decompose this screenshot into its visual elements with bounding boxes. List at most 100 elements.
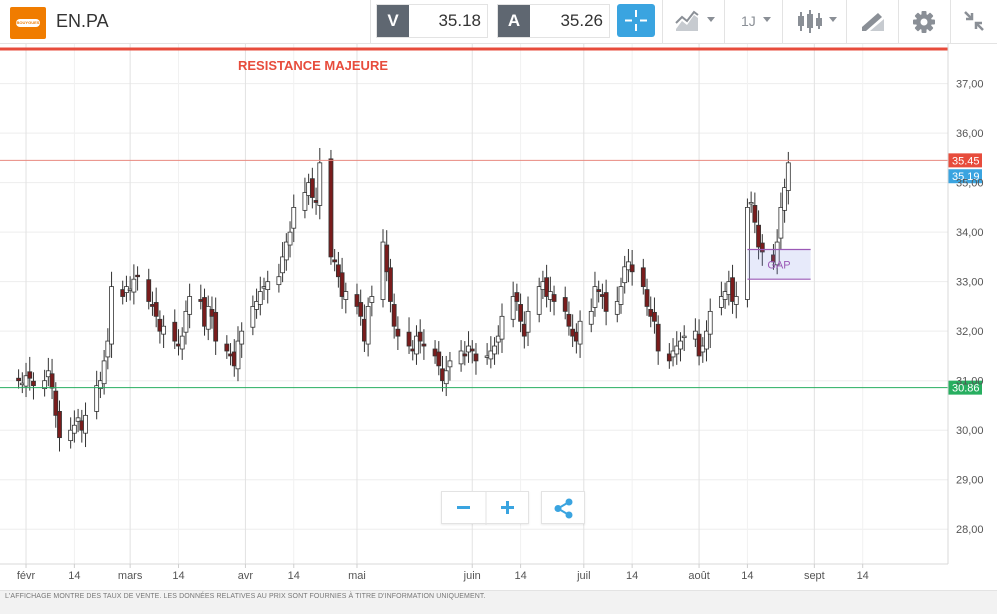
candle-body (339, 272, 345, 297)
disclaimer-text: L'AFFICHAGE MONTRE DES TAUX DE VENTE. LE… (5, 593, 486, 600)
candle-body (577, 320, 583, 345)
y-tick-label: 34,00 (956, 227, 984, 239)
x-tick-label: févr (17, 570, 36, 582)
candle-body (27, 371, 33, 379)
candle-body (94, 385, 100, 412)
gap-zone (747, 249, 811, 280)
collapse-button[interactable] (962, 9, 986, 35)
x-tick-label: mai (348, 570, 366, 582)
candle-body (146, 279, 152, 302)
settings-button[interactable] (911, 9, 937, 35)
candlestick-series (16, 147, 791, 452)
candle-body (447, 360, 453, 368)
logo-text: BOUYGUES (16, 19, 40, 27)
candle-body (421, 343, 427, 347)
x-tick-label: 14 (741, 570, 753, 582)
candle-body (395, 328, 401, 337)
x-tick-label: 14 (68, 570, 80, 582)
y-tick-label: 28,00 (956, 524, 984, 536)
candle-body (384, 244, 390, 273)
candle-body (436, 351, 442, 367)
chevron-down-icon[interactable] (829, 17, 837, 22)
candle-body (172, 321, 178, 342)
x-tick-label: juil (576, 570, 590, 582)
candle-body (187, 296, 193, 315)
candle-body (752, 205, 758, 223)
candle-body (733, 296, 739, 305)
current-price-badge (948, 169, 982, 184)
chevron-down-icon[interactable] (707, 17, 715, 22)
candle-body (335, 264, 341, 278)
candle-body (291, 206, 297, 229)
bid-price-box[interactable]: V 35.18 (376, 4, 488, 38)
candle-body (157, 318, 163, 332)
divider (370, 0, 371, 44)
candle-body (718, 296, 724, 308)
candle-body (674, 345, 680, 355)
candle-body (213, 311, 219, 342)
divider (898, 0, 899, 44)
candle-body (551, 294, 557, 302)
candle-body (730, 277, 735, 302)
candle-body (622, 266, 628, 284)
candle-body (365, 306, 371, 345)
chart-annotations: RESISTANCE MAJEURE 35.45 35,19 30.86 GAP (0, 47, 982, 395)
chart-type-button[interactable] (674, 9, 700, 35)
candle-body (332, 259, 338, 263)
plus-icon (501, 501, 514, 514)
ask-price-box[interactable]: A 35.26 (497, 4, 610, 38)
candle-body (666, 353, 672, 362)
candle-body (120, 289, 126, 297)
x-tick-label: mars (118, 570, 143, 582)
candle-body (681, 335, 687, 339)
candle-body (23, 375, 29, 387)
candle-body (283, 241, 289, 261)
zoom-in-button[interactable] (485, 491, 529, 524)
upper-level-label: 35.45 (952, 155, 980, 167)
y-tick-label: 30,00 (956, 425, 984, 437)
y-tick-label: 36,00 (956, 128, 984, 140)
share-button[interactable] (541, 491, 585, 524)
chevron-down-icon[interactable] (763, 17, 771, 22)
candle-style-button[interactable] (797, 9, 823, 35)
candle-body (469, 348, 475, 352)
chart-grid (0, 44, 948, 564)
upper-level-badge (948, 153, 982, 168)
candle-body (644, 289, 650, 307)
candle-body (328, 158, 334, 258)
drawing-tools-button[interactable] (860, 9, 886, 35)
candle-body (109, 286, 114, 345)
candle-body (592, 286, 598, 308)
candle-body (443, 370, 449, 385)
y-tick-label: 29,00 (956, 475, 984, 487)
footer: L'AFFICHAGE MONTRE DES TAUX DE VENTE. LE… (0, 590, 997, 614)
candle-body (655, 323, 661, 352)
candle-body (83, 414, 88, 434)
candle-body (458, 350, 464, 365)
zoom-out-button[interactable] (441, 491, 485, 524)
candle-body (317, 162, 323, 206)
crosshair-button[interactable] (617, 4, 655, 37)
candle-body (473, 353, 479, 362)
candle-body (640, 267, 646, 288)
candle-body (31, 380, 36, 387)
candle-body (250, 306, 256, 328)
x-tick-label: avr (238, 570, 254, 582)
candle-body (179, 335, 185, 350)
candle-body (369, 296, 375, 303)
x-axis: févr 14 mars 14 avr 14 mai juin 14 juil 14 août 14 se… (0, 563, 948, 582)
candle-body (618, 286, 624, 305)
candle-body (462, 353, 468, 357)
candle-body (287, 231, 293, 246)
candle-body (57, 410, 62, 439)
divider (846, 0, 847, 44)
price-chart[interactable]: RESISTANCE MAJEURE 35.45 35,19 30.86 GAP 28,… (0, 44, 997, 590)
candle-body (309, 178, 315, 198)
candle-body (183, 310, 189, 333)
candle-body (596, 289, 602, 292)
current-price-label: 35,19 (952, 171, 980, 183)
y-tick-label: 32,00 (956, 326, 984, 338)
interval-button[interactable]: 1J (741, 13, 756, 29)
y-tick-label: 31,00 (956, 376, 984, 388)
crosshair-icon (625, 10, 647, 31)
